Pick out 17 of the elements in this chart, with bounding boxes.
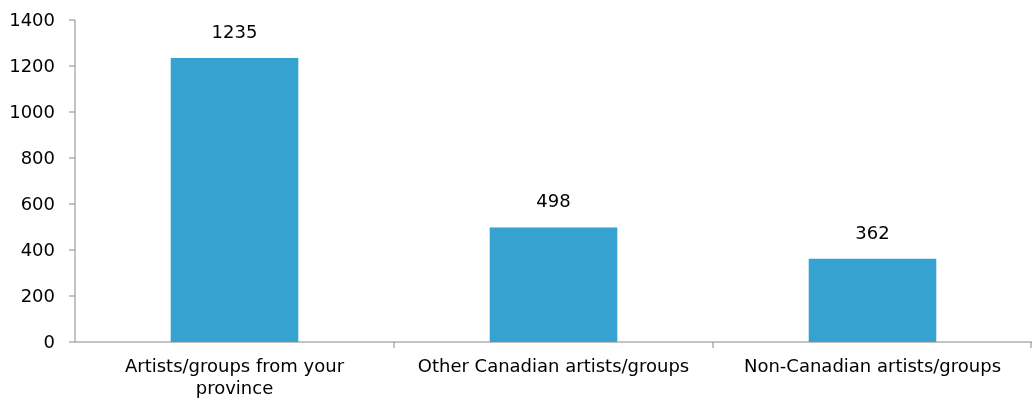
y-tick-label: 1000 <box>9 101 55 123</box>
y-tick-label: 600 <box>20 193 55 215</box>
bar <box>170 57 299 342</box>
x-tick-label: Non-Canadian artists/groups <box>743 355 1002 376</box>
y-tick-label: 1400 <box>9 9 55 31</box>
data-label: 1235 <box>211 20 258 42</box>
y-tick-label: 0 <box>43 331 55 353</box>
bar <box>489 227 618 342</box>
bar <box>808 258 937 342</box>
y-tick-label: 800 <box>20 147 55 169</box>
y-tick-label: 400 <box>20 239 55 261</box>
y-tick-label: 1200 <box>9 55 55 77</box>
x-tick-label: Artists/groups from your province <box>124 355 345 398</box>
y-tick-label: 200 <box>20 285 55 307</box>
x-tick-label: Other Canadian artists/groups <box>417 355 690 376</box>
data-label: 498 <box>536 190 571 212</box>
data-label: 362 <box>855 221 890 243</box>
